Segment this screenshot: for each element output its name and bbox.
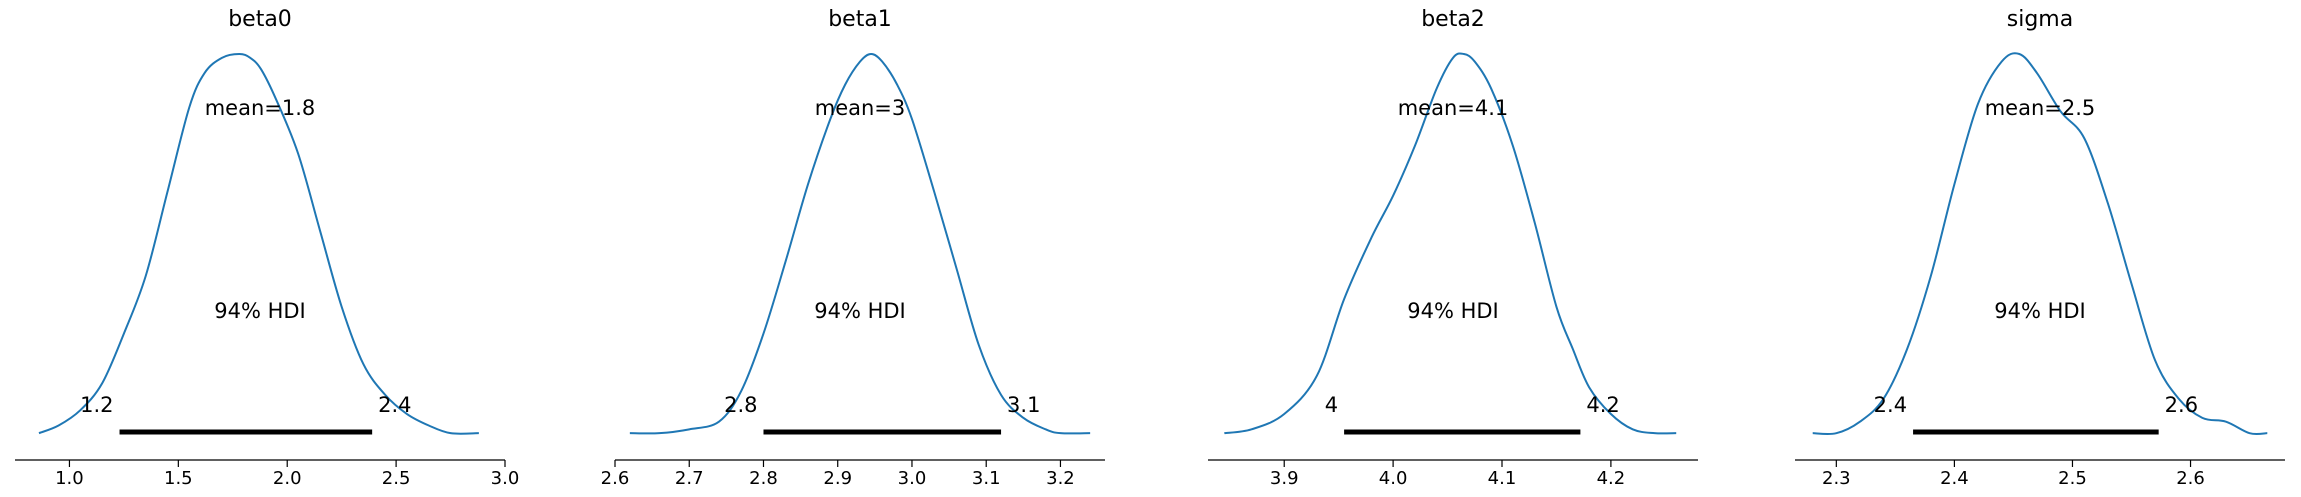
x-tick-label: 2.9 <box>823 468 852 489</box>
x-tick-label: 4.0 <box>1379 468 1408 489</box>
x-tick-label: 4.2 <box>1597 468 1626 489</box>
hdi-lower-label: 2.4 <box>1874 393 1907 417</box>
hdi-label: 94% HDI <box>814 299 906 323</box>
panel-beta0: 1.0 1.5 2.0 2.5 3.0 beta0 mean=1.8 94% HDI 1.2 2.… <box>15 7 519 489</box>
hdi-label: 94% HDI <box>1994 299 2086 323</box>
hdi-lower-label: 1.2 <box>80 393 113 417</box>
panel-title: beta2 <box>1421 7 1485 32</box>
x-tick-label: 2.0 <box>273 468 302 489</box>
x-tick-label: 2.6 <box>601 468 630 489</box>
hdi-upper-label: 4.2 <box>1586 393 1619 417</box>
hdi-upper-label: 2.4 <box>378 393 411 417</box>
hdi-label: 94% HDI <box>214 299 306 323</box>
x-tick-label: 1.5 <box>164 468 193 489</box>
x-tick-label: 3.2 <box>1046 468 1075 489</box>
panel-title: sigma <box>2007 7 2073 32</box>
panel-title: beta0 <box>228 7 292 32</box>
density-curve <box>38 52 479 435</box>
x-tick-label: 2.4 <box>1940 468 1969 489</box>
hdi-label: 94% HDI <box>1407 299 1499 323</box>
hdi-upper-label: 3.1 <box>1007 393 1040 417</box>
panel-beta2: 3.9 4.0 4.1 4.2 beta2 mean=4.1 94% HDI 4 4.2 <box>1208 7 1698 489</box>
x-tick-label: 2.7 <box>675 468 704 489</box>
x-tick-label: 2.5 <box>2058 468 2087 489</box>
mean-label: mean=2.5 <box>1985 96 2096 120</box>
x-tick-label: 3.9 <box>1270 468 1299 489</box>
density-curve <box>629 52 1091 435</box>
x-tick-label: 2.3 <box>1822 468 1851 489</box>
hdi-upper-label: 2.6 <box>2165 393 2198 417</box>
panel-beta1: 2.6 2.7 2.8 2.9 3.0 3.1 3.2 beta1 mean=3 94% HDI 2… <box>601 7 1105 489</box>
density-curve <box>1812 52 2268 436</box>
x-tick-label: 2.5 <box>382 468 411 489</box>
mean-label: mean=1.8 <box>205 96 316 120</box>
panel-title: beta1 <box>828 7 892 32</box>
x-tick-label: 1.0 <box>55 468 84 489</box>
x-tick-label: 3.0 <box>491 468 520 489</box>
hdi-lower-label: 4 <box>1325 393 1338 417</box>
x-tick-label: 4.1 <box>1488 468 1517 489</box>
x-tick-label: 3.0 <box>898 468 927 489</box>
x-tick-label: 3.1 <box>972 468 1001 489</box>
x-tick-label: 2.8 <box>749 468 778 489</box>
hdi-lower-label: 2.8 <box>724 393 757 417</box>
x-tick-label: 2.6 <box>2176 468 2205 489</box>
mean-label: mean=3 <box>815 96 906 120</box>
panel-sigma: 2.3 2.4 2.5 2.6 sigma mean=2.5 94% HDI 2.4 2.6 <box>1795 7 2285 489</box>
density-curve <box>1224 52 1677 435</box>
mean-label: mean=4.1 <box>1398 96 1509 120</box>
